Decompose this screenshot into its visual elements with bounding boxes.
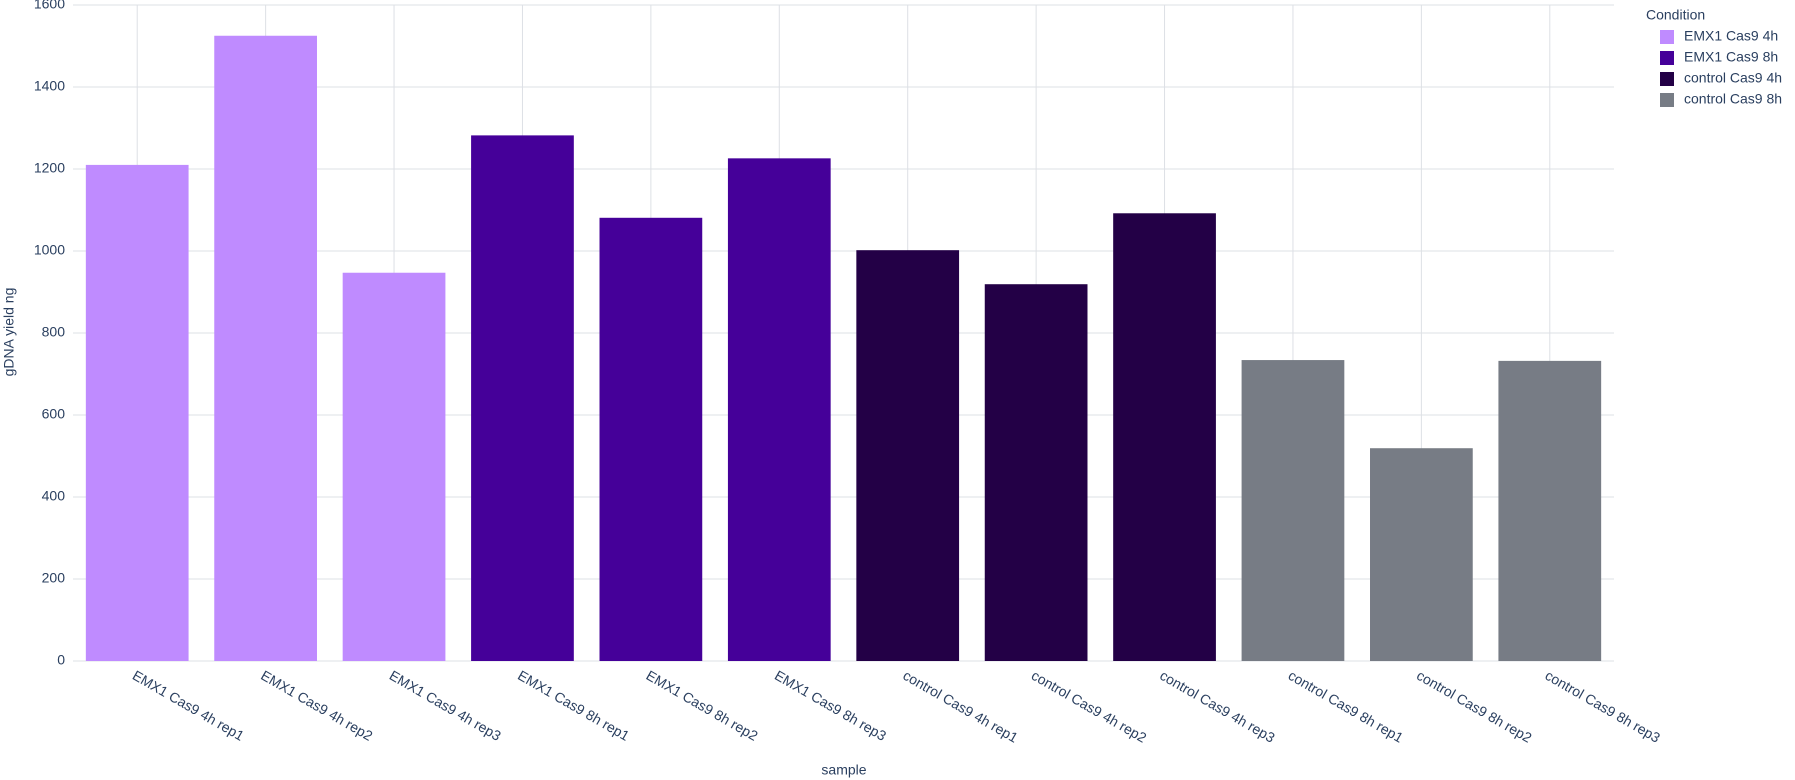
- x-tick-label: control Cas9 4h rep2: [1029, 667, 1150, 746]
- legend-label: EMX1 Cas9 4h: [1684, 28, 1778, 44]
- bar: [856, 250, 960, 661]
- y-tick-label: 400: [42, 488, 66, 504]
- y-tick-label: 1200: [34, 160, 65, 176]
- legend-swatch: [1660, 93, 1674, 107]
- x-tick-label: control Cas9 8h rep2: [1414, 667, 1535, 746]
- y-tick-label: 1600: [34, 0, 65, 12]
- bar: [1498, 360, 1602, 661]
- x-tick-label: EMX1 Cas9 8h rep3: [772, 667, 889, 744]
- bar: [85, 164, 189, 661]
- bar: [727, 158, 831, 661]
- bar: [214, 35, 317, 661]
- bar: [984, 284, 1088, 661]
- x-tick-label: control Cas9 8h rep3: [1542, 667, 1663, 746]
- bar: [599, 217, 703, 662]
- bar: [471, 135, 574, 661]
- y-tick-label: 1400: [34, 78, 65, 94]
- x-axis-title: sample: [821, 762, 866, 778]
- y-tick-label: 200: [42, 570, 66, 586]
- x-tick-label: control Cas9 8h rep1: [1286, 667, 1407, 746]
- legend-label: control Cas9 4h: [1684, 70, 1782, 86]
- x-tick-label: EMX1 Cas9 4h rep3: [387, 667, 504, 744]
- x-tick-label: control Cas9 4h rep1: [900, 667, 1021, 746]
- x-tick-label: EMX1 Cas9 8h rep2: [644, 667, 761, 744]
- legend-title: Condition: [1646, 7, 1705, 23]
- x-tick-label: control Cas9 4h rep3: [1157, 667, 1278, 746]
- y-tick-label: 1000: [34, 242, 65, 258]
- y-axis-title: gDNA yield ng: [1, 288, 17, 377]
- y-tick-label: 600: [42, 406, 66, 422]
- x-tick-label: EMX1 Cas9 4h rep2: [258, 667, 375, 744]
- x-tick-label: EMX1 Cas9 8h rep1: [515, 667, 632, 744]
- bar: [1241, 360, 1345, 661]
- y-tick-label: 800: [42, 324, 66, 340]
- legend-label: EMX1 Cas9 8h: [1684, 49, 1778, 65]
- legend-swatch: [1660, 72, 1674, 86]
- bar: [1113, 213, 1216, 661]
- legend-swatch: [1660, 30, 1674, 44]
- x-tick-label: EMX1 Cas9 4h rep1: [130, 667, 247, 744]
- bar: [342, 272, 446, 661]
- legend-swatch: [1660, 51, 1674, 65]
- bar: [1370, 448, 1473, 661]
- y-tick-label: 0: [57, 652, 65, 668]
- legend-label: control Cas9 8h: [1684, 91, 1782, 107]
